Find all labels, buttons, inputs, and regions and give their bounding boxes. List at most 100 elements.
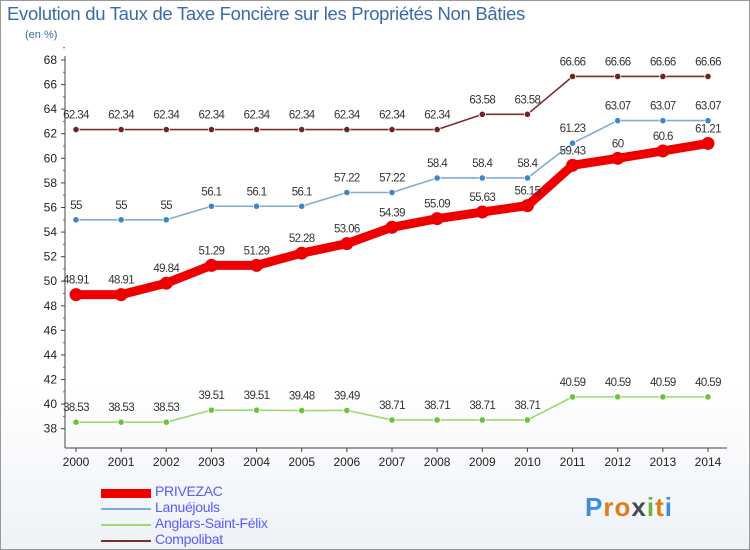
data-label: 62.34 [199, 110, 226, 122]
data-label: 39.48 [289, 391, 315, 403]
data-point [72, 216, 80, 224]
x-tick-label: 2014 [695, 455, 722, 469]
data-label: 40.59 [695, 377, 721, 389]
data-point [114, 288, 128, 302]
data-point [478, 174, 486, 182]
y-tick-label: 68 [44, 53, 58, 67]
data-label: 66.66 [560, 56, 586, 68]
data-label: 62.34 [108, 110, 135, 122]
chart-title: Evolution du Taux de Taxe Foncière sur l… [7, 3, 525, 24]
data-label: 62.34 [63, 110, 90, 122]
data-point [207, 125, 216, 134]
data-label: 56.1 [201, 186, 221, 198]
data-label: 40.59 [650, 377, 676, 389]
y-tick-label: 58 [44, 176, 58, 190]
data-label: 40.59 [605, 377, 631, 389]
data-label: 38.71 [424, 400, 450, 412]
data-label: 38.53 [108, 402, 134, 414]
data-label: 60 [612, 138, 624, 150]
data-point [72, 418, 80, 426]
data-label: 55.63 [469, 192, 495, 204]
data-point [566, 158, 580, 172]
data-point [162, 418, 170, 426]
data-point [704, 72, 712, 81]
legend-label: Compolibat [155, 531, 223, 547]
data-point [252, 202, 261, 210]
proxiti-logo: Proxiti [585, 492, 673, 523]
data-point [250, 258, 264, 272]
data-label: 59.43 [560, 145, 586, 157]
data-point [117, 125, 125, 134]
data-point [298, 406, 306, 415]
y-tick-label: 44 [44, 348, 58, 362]
data-label: 40.59 [560, 377, 586, 389]
x-tick-label: 2011 [560, 455, 586, 469]
legend-label: Anglars-Saint-Félix [155, 515, 268, 531]
y-tick-label: 46 [44, 323, 58, 337]
x-tick-label: 2013 [650, 455, 677, 469]
series-lanu-jouls: 55 55 55 56.1 56.1 56.1 57.22 57.22 58.4 58.4 58.4… [70, 101, 722, 224]
data-label: 66.66 [650, 56, 676, 68]
data-label: 62.34 [334, 110, 361, 122]
data-point [656, 144, 670, 158]
data-point [388, 188, 396, 197]
data-label: 66.66 [695, 56, 721, 68]
data-label: 53.06 [334, 224, 360, 236]
data-label: 52.28 [289, 233, 315, 245]
data-point [659, 393, 667, 401]
data-point [523, 416, 532, 424]
data-point [159, 276, 173, 290]
data-label: 38.71 [469, 400, 495, 412]
data-label: 58.4 [472, 158, 493, 170]
data-point [343, 125, 351, 134]
data-label: 62.34 [424, 110, 451, 122]
data-point [388, 125, 396, 134]
legend-swatch [101, 508, 151, 510]
data-label: 48.91 [63, 275, 89, 287]
data-point [704, 116, 712, 125]
data-point [117, 216, 125, 224]
y-tick-label: 38 [44, 422, 58, 436]
y-tick-label: 50 [44, 274, 58, 288]
data-label: 48.91 [108, 275, 134, 287]
y-tick-label: 42 [44, 373, 58, 387]
x-tick-label: 2004 [243, 455, 270, 469]
data-point [162, 216, 170, 224]
data-point [207, 202, 216, 210]
data-point [295, 246, 309, 260]
data-point [433, 125, 441, 134]
x-tick-label: 2012 [604, 455, 631, 469]
data-point [614, 72, 622, 81]
data-label: 39.51 [244, 390, 270, 402]
data-point [523, 110, 532, 118]
data-label: 49.84 [153, 263, 180, 275]
data-point [117, 418, 125, 426]
data-point [340, 237, 354, 251]
data-label: 58.4 [517, 158, 538, 170]
x-tick-label: 2009 [469, 455, 496, 469]
y-tick-label: 62 [44, 127, 58, 141]
data-label: 55 [115, 200, 127, 212]
logo-letter: o [614, 492, 632, 522]
data-point [162, 125, 170, 134]
legend-swatch [101, 488, 151, 498]
data-point [704, 393, 712, 401]
data-label: 62.34 [289, 110, 316, 122]
data-label: 61.21 [695, 123, 721, 135]
data-label: 55 [160, 200, 172, 212]
data-point [568, 72, 577, 81]
data-label: 60.6 [653, 131, 673, 143]
data-point [659, 116, 667, 125]
data-point [72, 125, 80, 134]
data-label: 57.22 [379, 172, 405, 184]
data-label: 38.53 [63, 402, 89, 414]
x-tick-label: 2002 [153, 455, 180, 469]
data-point [520, 199, 534, 213]
data-label: 38.53 [153, 402, 179, 414]
y-tick-label: 52 [44, 250, 58, 264]
data-label: 56.15 [515, 186, 541, 198]
data-point [388, 416, 396, 424]
data-point [343, 188, 351, 197]
data-point [252, 406, 261, 414]
